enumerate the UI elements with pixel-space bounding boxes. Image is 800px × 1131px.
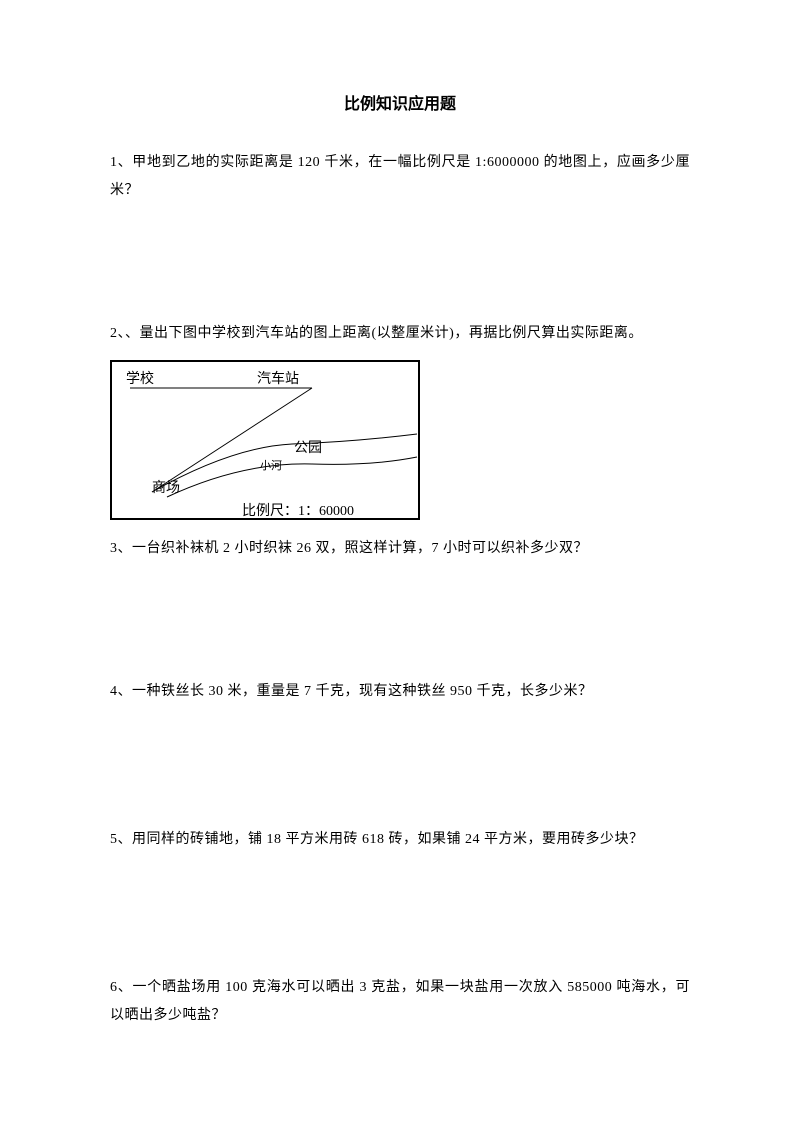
question-4: 4、一种铁丝长 30 米，重量是 7 千克，现有这种铁丝 950 千克，长多少米… [110, 678, 690, 706]
question-1: 1、甲地到乙地的实际距离是 120 千米，在一幅比例尺是 1:6000000 的… [110, 149, 690, 205]
map-diagram: 学校 汽车站 公园 小河 商场 比例尺：1：60000 [110, 360, 420, 520]
label-bus-station: 汽车站 [257, 368, 299, 388]
question-6: 6、一个晒盐场用 100 克海水可以晒出 3 克盐，如果一块盐用一次放入 585… [110, 974, 690, 1030]
label-scale: 比例尺：1：60000 [242, 500, 354, 520]
question-2: 2、、量出下图中学校到汽车站的图上距离(以整厘米计)，再据比例尺算出实际距离。 [110, 320, 690, 348]
label-park: 公园 [294, 437, 322, 457]
page-title: 比例知识应用题 [110, 90, 690, 114]
question-5: 5、用同样的砖铺地，铺 18 平方米用砖 618 砖，如果铺 24 平方米，要用… [110, 826, 690, 854]
label-river: 小河 [260, 457, 282, 473]
label-school: 学校 [126, 368, 154, 388]
question-3: 3、一台织补袜机 2 小时织袜 26 双，照这样计算，7 小时可以织补多少双？ [110, 535, 690, 563]
label-mall: 商场 [152, 477, 180, 497]
